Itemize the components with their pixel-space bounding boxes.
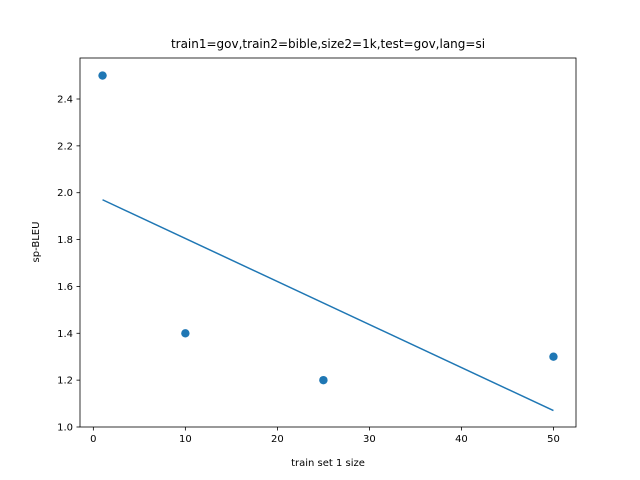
- y-tick-label: 2.4: [57, 95, 73, 106]
- plot-area: 0 10 20 30 40 50 1.0 1.2 1.4 1.6 1.8 2.0 2.2 2.4: [57, 71, 560, 445]
- axes-frame: [79, 57, 577, 428]
- x-tick-label: 20: [271, 434, 284, 445]
- y-axis-label: sp-BLEU: [31, 222, 42, 263]
- data-point: [549, 352, 558, 361]
- x-tick-label: 0: [90, 434, 96, 445]
- trend-line: [102, 199, 554, 412]
- x-tick-label: 10: [179, 434, 192, 445]
- x-tick-label: 30: [363, 434, 376, 445]
- x-axis-label: train set 1 size: [291, 458, 365, 469]
- y-tick-label: 1.2: [57, 376, 73, 387]
- data-point: [319, 375, 328, 385]
- y-tick-label: 1.6: [57, 282, 73, 293]
- data-point: [181, 329, 190, 338]
- chart-title: train1=gov,train2=bible,size2=1k,test=go…: [171, 37, 485, 51]
- y-tick-label: 1.0: [57, 423, 73, 434]
- y-tick-label: 1.8: [57, 235, 73, 246]
- x-tick-label: 40: [455, 434, 468, 445]
- x-tick-label: 50: [547, 434, 560, 445]
- y-tick-label: 2.0: [57, 188, 73, 199]
- y-tick-label: 2.2: [57, 141, 73, 152]
- y-tick-label: 1.4: [57, 329, 73, 340]
- data-point: [98, 71, 107, 80]
